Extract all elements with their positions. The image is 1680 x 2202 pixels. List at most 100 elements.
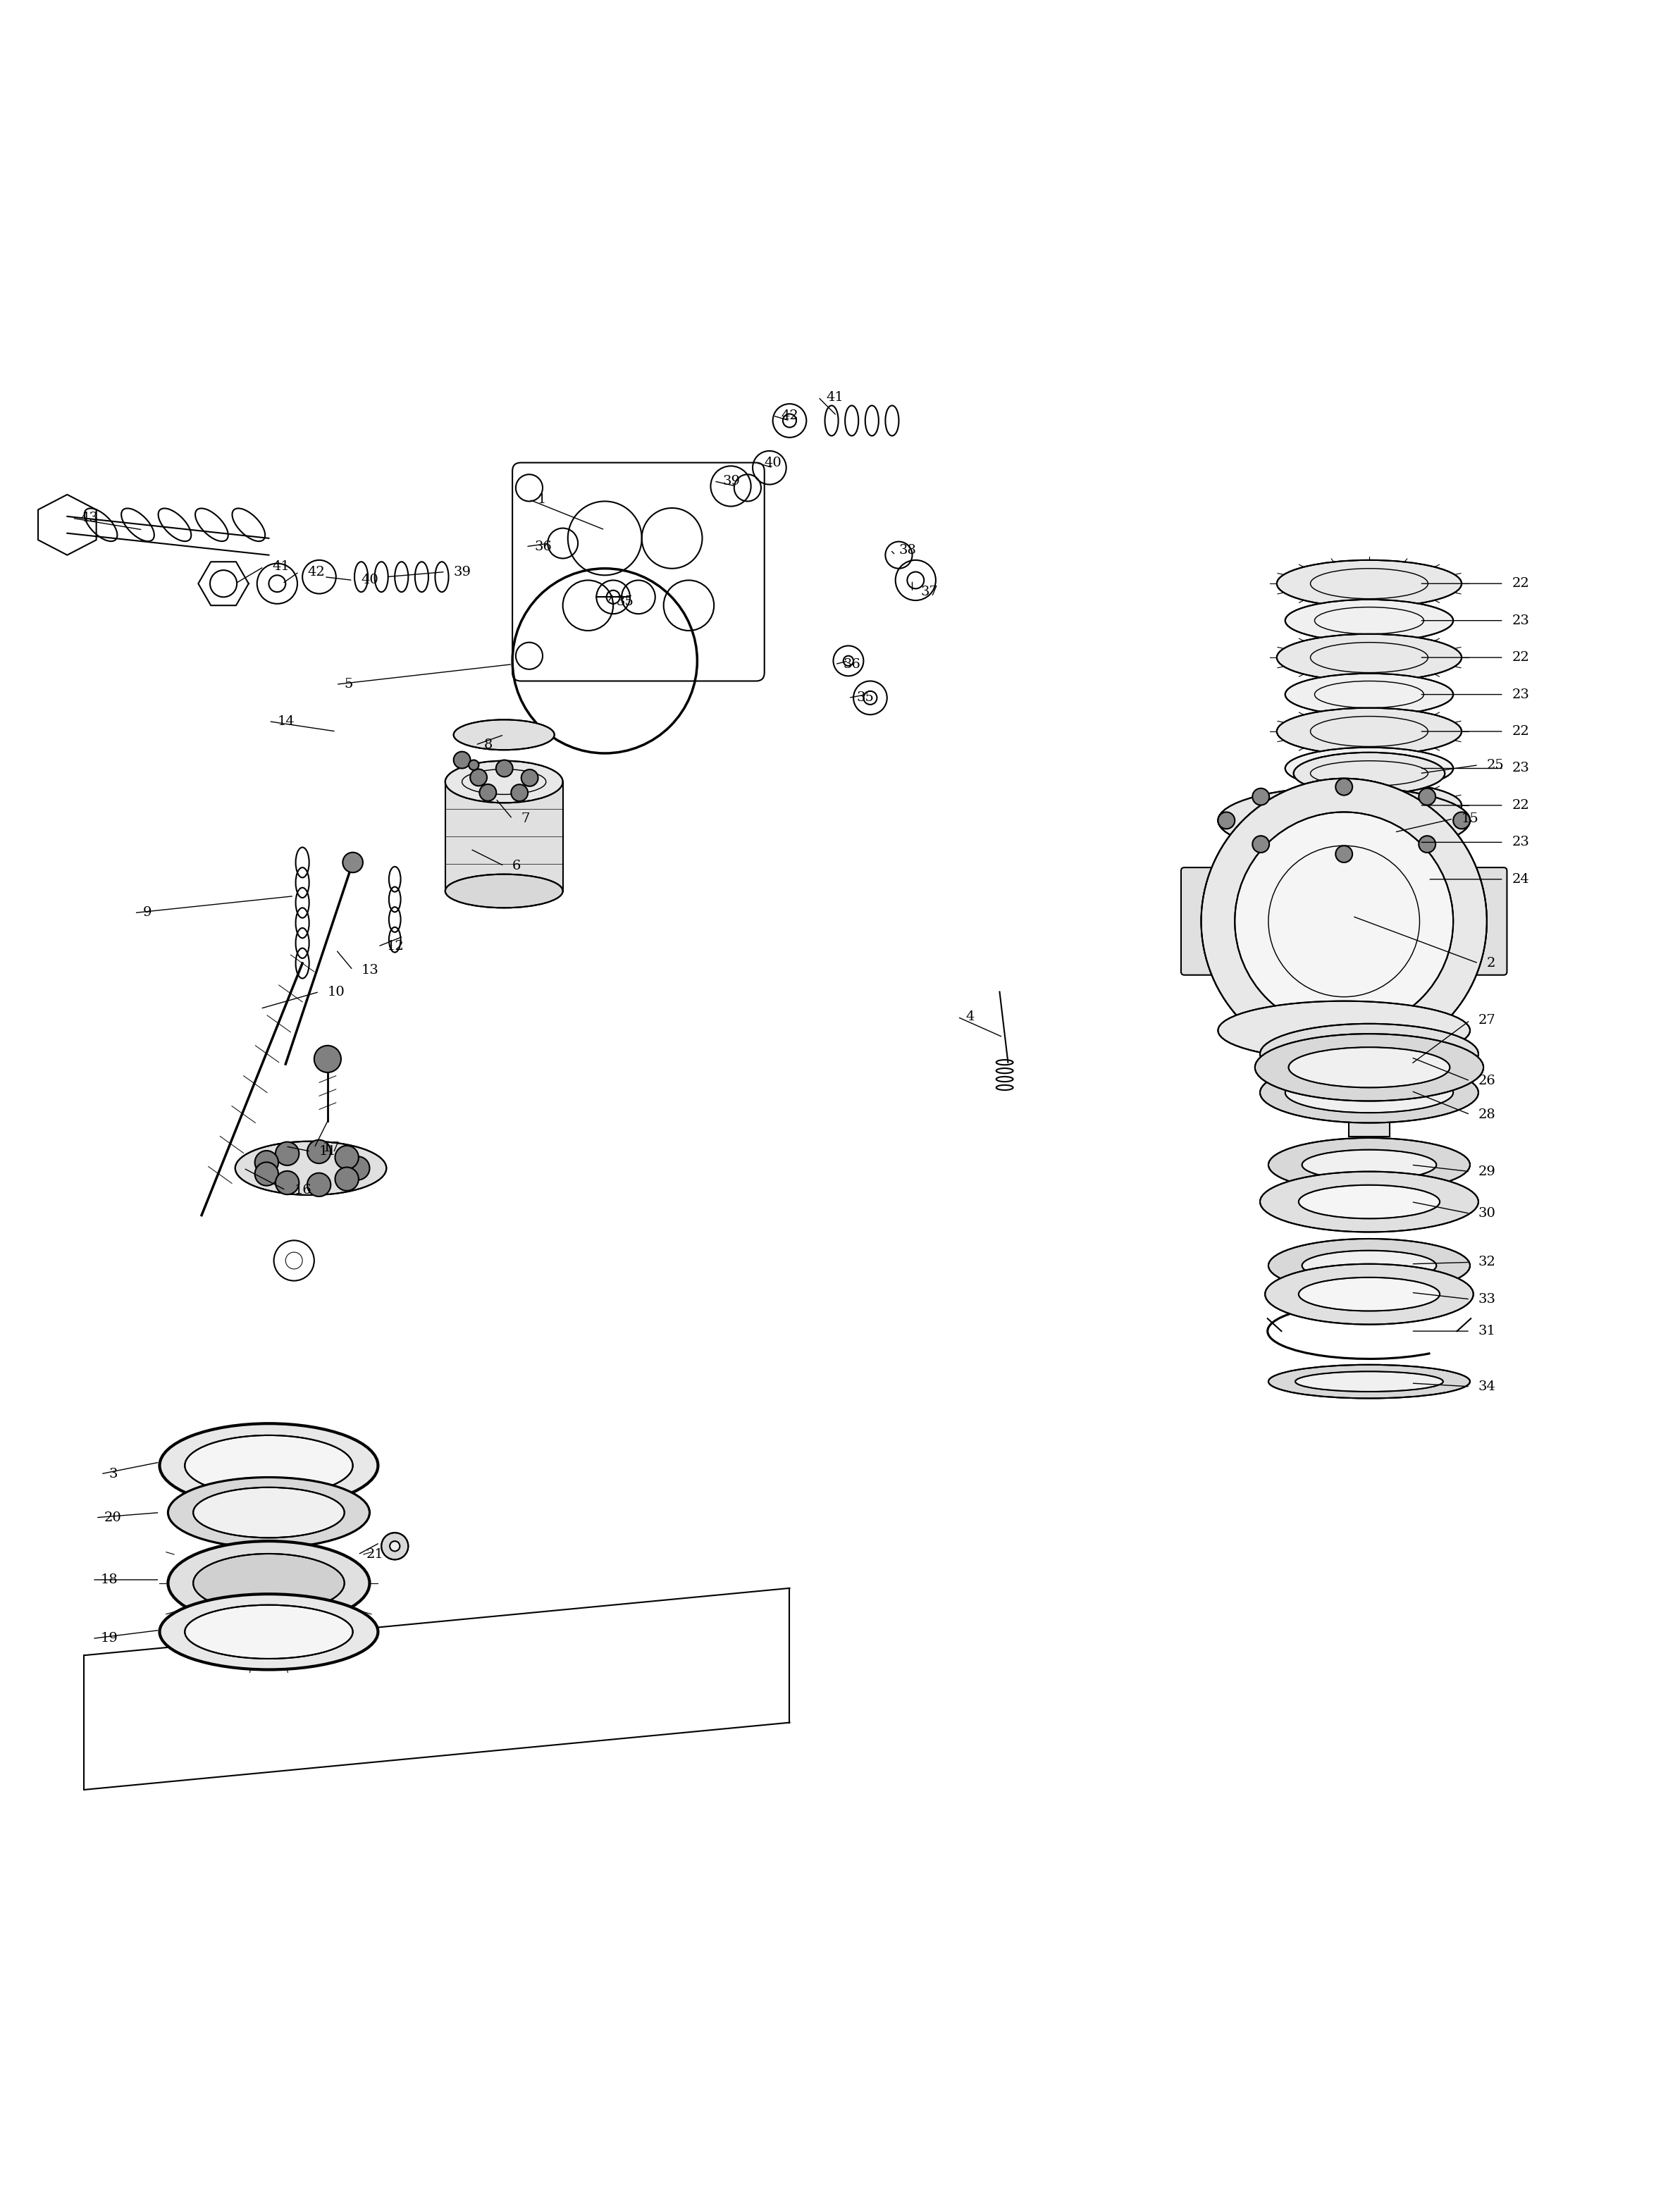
Ellipse shape	[1218, 1002, 1470, 1059]
Circle shape	[479, 784, 496, 802]
Ellipse shape	[185, 1605, 353, 1658]
Circle shape	[346, 1156, 370, 1180]
Text: 35: 35	[617, 597, 633, 608]
Text: 19: 19	[101, 1632, 118, 1645]
Ellipse shape	[168, 1541, 370, 1625]
Bar	[1349, 934, 1389, 1136]
Text: 15: 15	[1462, 813, 1478, 826]
Text: 7: 7	[521, 813, 529, 826]
Text: 22: 22	[1512, 577, 1529, 590]
Text: 25: 25	[1487, 760, 1504, 771]
Circle shape	[307, 1174, 331, 1196]
Text: 11: 11	[319, 1145, 336, 1158]
Ellipse shape	[193, 1555, 344, 1612]
Text: 21: 21	[366, 1548, 383, 1561]
Ellipse shape	[1277, 707, 1462, 755]
Circle shape	[334, 1145, 358, 1169]
Text: 30: 30	[1478, 1207, 1495, 1220]
Ellipse shape	[1299, 1185, 1440, 1218]
Text: 22: 22	[1512, 652, 1529, 663]
Text: 36: 36	[843, 658, 860, 672]
Text: 8: 8	[484, 738, 492, 751]
Ellipse shape	[1260, 1171, 1478, 1233]
Bar	[445, 782, 563, 892]
Text: 41: 41	[272, 562, 289, 573]
Circle shape	[1317, 870, 1337, 890]
Text: 18: 18	[101, 1574, 118, 1585]
Ellipse shape	[1260, 1024, 1478, 1083]
Text: 2: 2	[1487, 958, 1495, 969]
Text: 39: 39	[454, 566, 470, 579]
Text: 40: 40	[764, 456, 781, 469]
FancyBboxPatch shape	[1467, 868, 1507, 975]
Circle shape	[276, 1143, 299, 1165]
Circle shape	[1359, 885, 1379, 907]
Text: 9: 9	[143, 907, 151, 918]
Circle shape	[276, 1171, 299, 1193]
Text: 39: 39	[722, 476, 739, 487]
Text: 43: 43	[81, 511, 97, 524]
Text: 23: 23	[1512, 689, 1529, 700]
Text: 31: 31	[1478, 1326, 1495, 1337]
Circle shape	[1453, 813, 1470, 828]
Circle shape	[255, 1152, 279, 1174]
Circle shape	[255, 1163, 279, 1185]
Circle shape	[334, 1167, 358, 1191]
Text: 5: 5	[344, 678, 353, 691]
Ellipse shape	[185, 1436, 353, 1495]
Circle shape	[343, 852, 363, 872]
Text: 13: 13	[361, 964, 378, 975]
Circle shape	[1359, 852, 1379, 872]
Circle shape	[314, 1046, 341, 1072]
Ellipse shape	[1268, 1365, 1470, 1398]
Circle shape	[390, 1541, 400, 1550]
Ellipse shape	[1294, 914, 1445, 956]
Ellipse shape	[1260, 1061, 1478, 1123]
Text: 36: 36	[534, 539, 551, 553]
Ellipse shape	[1295, 1372, 1443, 1392]
Ellipse shape	[454, 720, 554, 751]
Ellipse shape	[168, 1478, 370, 1548]
Text: 42: 42	[781, 410, 798, 423]
Circle shape	[454, 751, 470, 768]
Text: 27: 27	[1478, 1015, 1495, 1026]
Ellipse shape	[1255, 1033, 1483, 1101]
Text: 37: 37	[921, 586, 937, 599]
Circle shape	[521, 768, 538, 786]
Circle shape	[1235, 813, 1453, 1031]
Circle shape	[307, 1141, 331, 1163]
Ellipse shape	[1277, 634, 1462, 680]
Ellipse shape	[1294, 753, 1445, 795]
Circle shape	[1401, 870, 1421, 890]
Text: 23: 23	[1512, 837, 1529, 848]
Ellipse shape	[1277, 559, 1462, 608]
Circle shape	[1336, 780, 1352, 795]
Text: 29: 29	[1478, 1165, 1495, 1178]
Ellipse shape	[1285, 821, 1453, 863]
Circle shape	[469, 760, 479, 771]
Text: 33: 33	[1478, 1293, 1495, 1306]
Text: 22: 22	[1512, 724, 1529, 738]
Text: 10: 10	[328, 986, 344, 998]
Text: 16: 16	[294, 1185, 311, 1196]
Text: 1: 1	[538, 493, 546, 506]
Text: 23: 23	[1512, 762, 1529, 775]
Ellipse shape	[193, 1486, 344, 1537]
Ellipse shape	[1285, 746, 1453, 788]
Ellipse shape	[1218, 786, 1470, 854]
Ellipse shape	[1265, 1264, 1473, 1323]
Circle shape	[1418, 837, 1435, 852]
Ellipse shape	[1294, 846, 1445, 914]
Ellipse shape	[160, 1422, 378, 1508]
Ellipse shape	[1268, 1240, 1470, 1293]
Circle shape	[511, 784, 528, 802]
Text: 17: 17	[323, 1141, 339, 1154]
Text: 38: 38	[899, 544, 916, 557]
Circle shape	[1329, 881, 1349, 901]
Text: 41: 41	[827, 390, 843, 403]
Ellipse shape	[1285, 674, 1453, 716]
Circle shape	[381, 1533, 408, 1559]
Ellipse shape	[1268, 1138, 1470, 1191]
Circle shape	[1201, 780, 1487, 1064]
Text: 40: 40	[361, 575, 378, 586]
